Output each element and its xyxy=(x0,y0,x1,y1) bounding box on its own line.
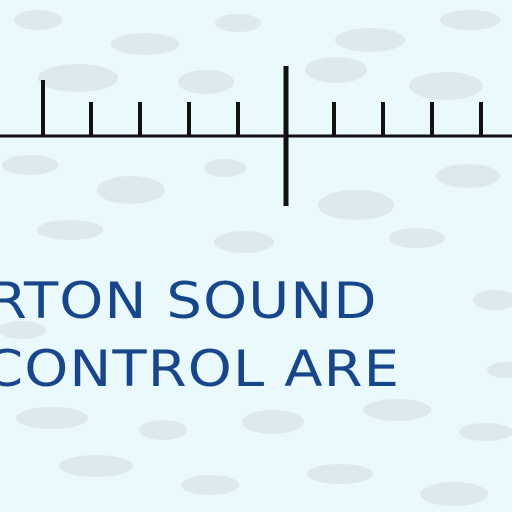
control-area-label-line-1: RTON SOUND xyxy=(0,272,378,330)
control-area-label-line-2: CONTROL ARE xyxy=(0,340,401,398)
